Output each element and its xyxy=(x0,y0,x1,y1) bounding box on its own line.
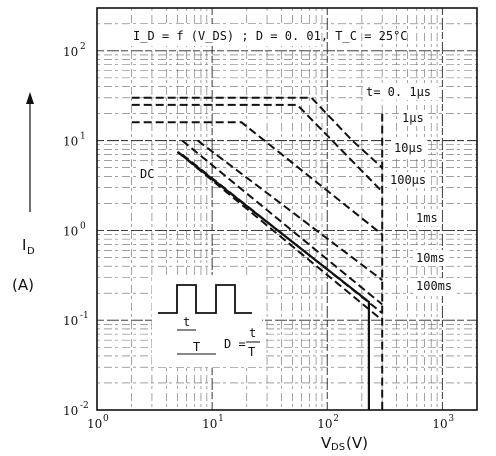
series-line-dc xyxy=(176,150,370,410)
y-tick-label: 10 xyxy=(63,314,78,328)
x-tick-exponent: 2 xyxy=(333,414,339,424)
x-tick-exponent: 1 xyxy=(218,414,224,424)
curve-label-background xyxy=(137,166,159,182)
chart-title: I_D = f (V_DS) ; D = 0. 01, T_C = 25°C xyxy=(133,29,408,43)
y-tick-exponent: 2 xyxy=(80,42,86,52)
plot-frame xyxy=(96,7,478,411)
x-tick-label: 10 xyxy=(202,417,217,431)
y-tick-exponent: 1 xyxy=(80,132,86,142)
x-tick-label: 10 xyxy=(317,417,332,431)
x-axis-symbol: V xyxy=(321,434,332,452)
y-tick-label: 10 xyxy=(63,404,78,418)
x-axis-subscript: DS xyxy=(331,442,345,453)
pulse-annotation-background xyxy=(152,275,262,367)
y-axis-symbol: I xyxy=(22,236,26,254)
curve-label-1us: 1μs xyxy=(402,111,424,125)
curve-label-dc: DC xyxy=(140,167,154,181)
curve-label-10us: 10μs xyxy=(394,141,423,155)
curve-labels: t= 0. 1μs 1μs 10μs 100μs 1ms 10ms 100ms DC xyxy=(137,84,457,294)
x-tick-label: 10 xyxy=(87,417,102,431)
series-line-100us xyxy=(197,139,383,281)
curve-label-100us: 100μs xyxy=(390,173,426,187)
y-tick-exponent: -2 xyxy=(80,401,89,411)
y-axis-label: I D (A) xyxy=(12,92,35,294)
curves xyxy=(131,96,384,410)
series-line-100ms xyxy=(176,151,383,321)
y-tick-label: 10 xyxy=(63,135,78,149)
y-tick-exponent: -1 xyxy=(80,311,89,321)
series-line-1ms xyxy=(181,139,383,306)
series-line-1us xyxy=(131,103,383,193)
curve-label-100ms: 100ms xyxy=(416,279,452,293)
curve-label-background xyxy=(399,110,428,126)
curve-label-background xyxy=(413,250,450,266)
x-tick-exponent: 3 xyxy=(448,414,454,424)
x-axis-unit: (V) xyxy=(346,434,368,452)
y-tick-label: 10 xyxy=(63,224,78,238)
duty-formula-lhs: D = xyxy=(224,337,246,351)
curve-label-background xyxy=(413,210,442,226)
x-tick-exponent: 0 xyxy=(103,414,109,424)
curve-label-1ms: 1ms xyxy=(416,211,438,225)
series-line-10us xyxy=(131,121,383,236)
duty-formula-denominator: T xyxy=(248,345,255,359)
curve-label-background xyxy=(363,84,438,100)
x-tick-label: 10 xyxy=(432,417,447,431)
duty-formula-numerator: t xyxy=(249,326,256,340)
curve-label-10ms: 10ms xyxy=(416,251,445,265)
curve-label-background xyxy=(413,278,457,294)
y-tick-label: 10 xyxy=(63,45,78,59)
pulse-annotation: t T D = t T xyxy=(152,275,262,367)
tick-labels: 10 -210 -110 010 110 210 0 10 1 10 2 10 3 xyxy=(63,42,454,431)
x-axis-label: V DS (V) xyxy=(321,434,368,453)
curve-label-background xyxy=(391,140,428,156)
y-tick-exponent: 0 xyxy=(80,221,86,231)
curve-label-background xyxy=(387,172,431,188)
pulse-T-label: T xyxy=(193,340,200,354)
y-axis-subscript: D xyxy=(27,246,35,257)
pulse-waveform xyxy=(158,284,252,314)
curve-label-t-0-1us: t= 0. 1μs xyxy=(366,85,431,99)
pulse-t-label: t xyxy=(183,315,190,329)
series-line-t-0-1us xyxy=(131,96,383,169)
title-background xyxy=(128,24,320,46)
y-axis-unit: (A) xyxy=(12,276,34,294)
y-axis-arrowhead xyxy=(26,92,34,104)
